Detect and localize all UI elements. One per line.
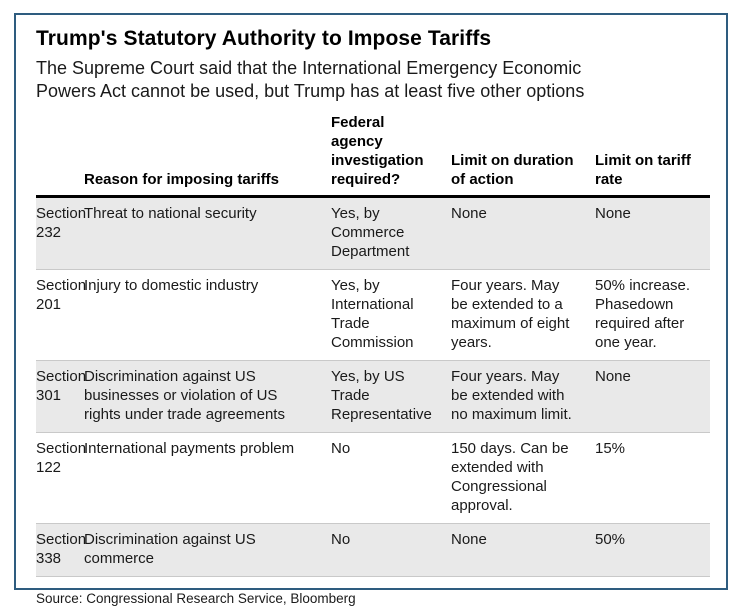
- cell-investigation: Yes, by International Trade Commission: [331, 269, 451, 361]
- cell-investigation: No: [331, 523, 451, 577]
- source-note: Source: Congressional Research Service, …: [36, 591, 356, 606]
- cell-section: Section 122: [36, 432, 86, 524]
- cell-investigation: No: [331, 432, 451, 524]
- chart-frame: Trump's Statutory Authority to Impose Ta…: [14, 13, 728, 606]
- cell-investigation: Yes, by US Trade Representative: [331, 360, 451, 433]
- page-title: Trump's Statutory Authority to Impose Ta…: [36, 27, 492, 50]
- cell-rate-limit: None: [595, 196, 710, 270]
- cell-rate-limit: None: [595, 360, 710, 433]
- cell-reason: Threat to national security: [84, 196, 331, 270]
- table-row-section-201: Section 201 Injury to domestic industry …: [36, 269, 710, 361]
- table-row-section-338: Section 338 Discrimination against US co…: [36, 523, 710, 577]
- chart-subtitle: The Supreme Court said that the Internat…: [36, 58, 585, 101]
- cell-duration-limit: 150 days. Can be extended with Congressi…: [451, 432, 595, 524]
- cell-reason: Discrimination against US businesses or …: [84, 360, 331, 433]
- cell-section: Section 338: [36, 523, 86, 577]
- col-header-duration-limit: Limit on duration of action: [451, 113, 595, 198]
- cell-investigation: Yes, by Commerce Department: [331, 196, 451, 270]
- tariff-authority-table: Reason for imposing tariffs Federal agen…: [36, 113, 710, 577]
- col-header-reason: Reason for imposing tariffs: [84, 113, 331, 198]
- col-header-section: [36, 113, 84, 198]
- cell-section: Section 301: [36, 360, 86, 433]
- cell-duration-limit: Four years. May be extended with no maxi…: [451, 360, 595, 433]
- cell-rate-limit: 15%: [595, 432, 710, 524]
- cell-reason: Injury to domestic industry: [84, 269, 331, 361]
- cell-duration-limit: None: [451, 196, 595, 270]
- table-row-section-122: Section 122 International payments probl…: [36, 432, 710, 524]
- table-row-section-301: Section 301 Discrimination against US bu…: [36, 360, 710, 433]
- cell-reason: Discrimination against US commerce: [84, 523, 331, 577]
- cell-rate-limit: 50% increase. Phasedown required after o…: [595, 269, 710, 361]
- cell-section: Section 201: [36, 269, 86, 361]
- col-header-rate-limit: Limit on tariff rate: [595, 113, 710, 198]
- col-header-investigation: Federal agency investigation required?: [331, 113, 451, 198]
- cell-rate-limit: 50%: [595, 523, 710, 577]
- cell-duration-limit: Four years. May be extended to a maximum…: [451, 269, 595, 361]
- table-header-row: Reason for imposing tariffs Federal agen…: [36, 113, 710, 198]
- cell-duration-limit: None: [451, 523, 595, 577]
- cell-reason: International payments problem: [84, 432, 331, 524]
- table-row-section-232: Section 232 Threat to national security …: [36, 196, 710, 270]
- cell-section: Section 232: [36, 196, 86, 270]
